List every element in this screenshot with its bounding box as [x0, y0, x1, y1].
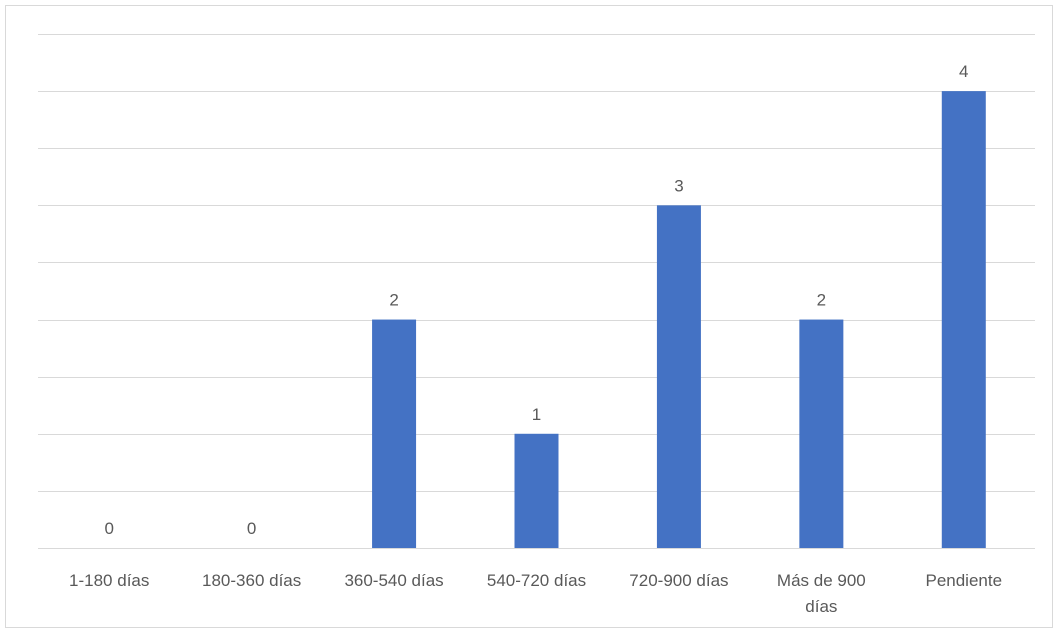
bar [656, 205, 701, 549]
x-tick-label: Más de 900 días [777, 571, 866, 616]
x-tick-label: 1-180 días [69, 571, 149, 590]
data-label: 0 [104, 519, 113, 538]
data-label: 4 [959, 62, 968, 81]
bar [799, 319, 844, 548]
data-label: 3 [674, 176, 683, 195]
x-tick-label: Pendiente [925, 571, 1002, 590]
data-label: 2 [389, 291, 398, 310]
bar [941, 91, 986, 548]
data-label: 0 [247, 519, 256, 538]
bar [372, 319, 417, 548]
x-tick-label: 180-360 días [202, 571, 301, 590]
bar [514, 433, 559, 548]
data-label: 2 [817, 291, 826, 310]
x-tick-label: 720-900 días [629, 571, 728, 590]
data-label: 1 [532, 405, 541, 424]
x-tick-label: 360-540 días [344, 571, 443, 590]
x-tick-label: 540-720 días [487, 571, 586, 590]
